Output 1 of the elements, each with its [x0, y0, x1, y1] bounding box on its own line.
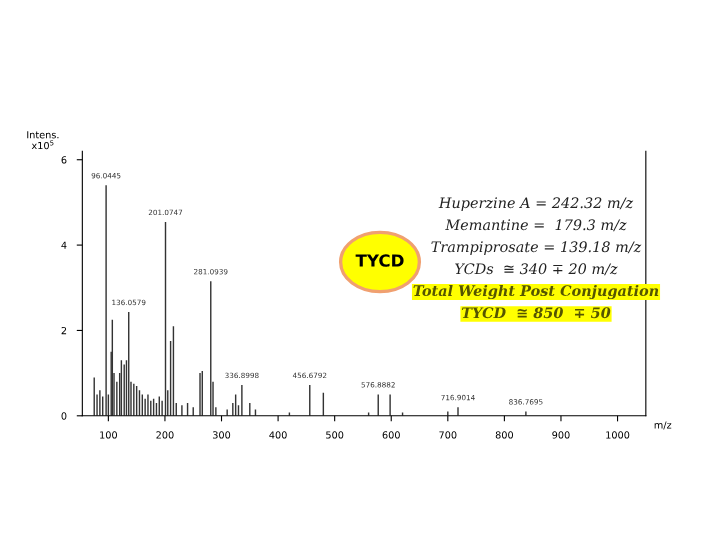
annotation: TYCD	[355, 254, 404, 267]
